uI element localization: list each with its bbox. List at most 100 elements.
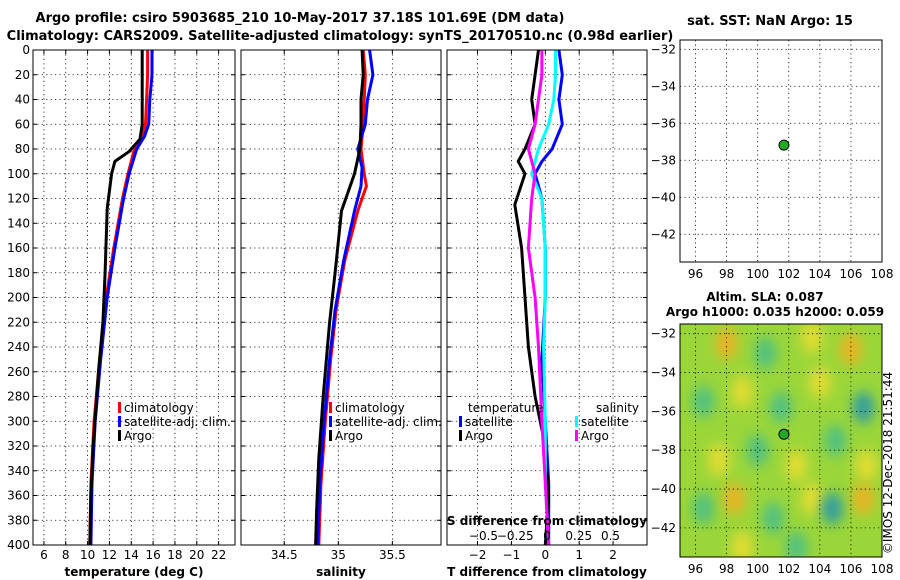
- sla-anomaly-11: [785, 449, 808, 482]
- x-tick-label: 35.5: [379, 548, 406, 562]
- legend-label-0: climatology: [124, 401, 194, 415]
- sla-anomaly-13: [855, 449, 878, 482]
- y-tick-label: 140: [7, 216, 30, 230]
- sla-anomaly-10: [746, 434, 769, 467]
- legend-label-0: satellite: [465, 415, 513, 429]
- y-tick-label: −42: [651, 521, 676, 535]
- sla-anomaly-3: [839, 333, 862, 366]
- s-tick-label: 0.5: [601, 529, 620, 543]
- sla-field: [692, 324, 878, 557]
- x-tick-label: 0: [541, 548, 549, 562]
- y-tick-label: 400: [7, 538, 30, 552]
- legend-swatch-3: [575, 430, 578, 441]
- x-tick-label: 106: [839, 562, 862, 576]
- x-tick-label: 96: [688, 562, 703, 576]
- legend-label-3: Argo: [581, 429, 609, 443]
- y-tick-label: 80: [15, 142, 30, 156]
- difference-panel: −2 −1 0 1 2 T difference from climatology temp…: [446, 49, 648, 579]
- y-tick-label: −38: [651, 443, 676, 457]
- sla-title-line1: Altim. SLA: 0.087: [706, 290, 823, 304]
- plot-frame: [240, 49, 442, 546]
- legend-swatch-2: [118, 430, 121, 441]
- x-axis-label: temperature (deg C): [65, 565, 204, 579]
- y-tick-label: −40: [651, 482, 676, 496]
- series-line-2: [530, 50, 557, 546]
- x-tick-label: 22: [211, 548, 226, 562]
- legend-label-1: Argo: [465, 429, 493, 443]
- y-tick-label: 120: [7, 192, 30, 206]
- legend-swatch-0: [459, 416, 462, 427]
- sla-anomaly-19: [852, 482, 875, 515]
- legend-swatch-1: [459, 430, 462, 441]
- y-tick-label: 180: [7, 266, 30, 280]
- y-tick-label: −40: [651, 190, 676, 204]
- legend-swatch-1: [118, 416, 121, 427]
- y-tick-label: −34: [651, 366, 676, 380]
- y-tick-label: 280: [7, 390, 30, 404]
- y-tick-label: −36: [651, 404, 676, 418]
- sla-anomaly-8: [852, 391, 875, 424]
- x-tick-label: 34.5: [271, 548, 298, 562]
- series-line-1: [316, 49, 375, 546]
- legend-swatch-2: [575, 416, 578, 427]
- sla-map-panel: 96 98 100 102 104 106 108 −32 −34 −36 −38 −40 −42: [651, 323, 894, 576]
- argo-position-marker: [778, 428, 790, 440]
- s-tick-label: 0: [543, 529, 551, 543]
- s-axis-label: S difference from climatology: [447, 514, 647, 528]
- legend-swatch-0: [329, 402, 332, 413]
- sla-anomaly-6: [770, 391, 792, 424]
- y-tick-label: 0: [22, 43, 30, 57]
- sla-anomaly-18: [821, 492, 844, 525]
- y-tick-label: −34: [651, 79, 676, 93]
- sla-anomaly-1: [754, 337, 777, 370]
- sla-anomaly-15: [723, 482, 746, 515]
- y-tick-label: −32: [651, 327, 676, 341]
- sla-anomaly-17: [801, 482, 824, 515]
- plot-frame: [32, 49, 236, 546]
- x-tick-label: 98: [719, 562, 734, 576]
- series-line-2: [314, 49, 365, 546]
- y-tick-label: 220: [7, 315, 30, 329]
- temperature-panel: 6 8 10 12 14 16 18 20 22 temperature (deg C) 0 20 40…: [7, 43, 236, 579]
- sla-anomaly-12: [824, 424, 847, 457]
- legend-swatch-2: [329, 430, 332, 441]
- x-tick-label: 106: [839, 267, 862, 281]
- x-tick-label: 16: [145, 548, 160, 562]
- y-tick-label: 260: [7, 365, 30, 379]
- figure-title-line1: Argo profile: csiro 5903685_210 10-May-2…: [36, 11, 565, 26]
- legend-label-0: climatology: [335, 401, 405, 415]
- x-tick-label: 102: [777, 562, 800, 576]
- y-tick-label: 240: [7, 340, 30, 354]
- sla-anomaly-5: [731, 375, 754, 408]
- x-tick-label: 12: [102, 548, 117, 562]
- figure-title-line2: Climatology: CARS2009. Satellite-adjuste…: [7, 29, 674, 44]
- plot-frame: [446, 49, 648, 546]
- legend-label-2: Argo: [124, 429, 152, 443]
- y-tick-label: 60: [15, 117, 30, 131]
- y-tick-label: 200: [7, 291, 30, 305]
- y-tick-label: 360: [7, 489, 30, 503]
- y-tick-label: 320: [7, 439, 30, 453]
- y-tick-label: −38: [651, 153, 676, 167]
- x-axis-label: salinity: [316, 565, 366, 579]
- credit-stamp: ©IMOS 12-Dec-2018 21:51:44: [881, 372, 895, 554]
- legend-label-2: satellite: [581, 415, 629, 429]
- sla-anomaly-9: [707, 443, 730, 476]
- x-tick-label: 102: [777, 267, 800, 281]
- x-tick-label: 18: [167, 548, 182, 562]
- argo-position-marker: [778, 139, 790, 151]
- x-tick-label: 108: [871, 267, 894, 281]
- x-tick-label: 108: [871, 562, 894, 576]
- y-tick-label: 100: [7, 167, 30, 181]
- sla-anomaly-16: [762, 502, 785, 535]
- x-tick-label: 10: [80, 548, 95, 562]
- sla-anomaly-14: [692, 492, 715, 525]
- x-axis-label: T difference from climatology: [447, 565, 647, 579]
- sla-title-line2: Argo h1000: 0.035 h2000: 0.059: [666, 305, 884, 319]
- x-tick-label: 35: [331, 548, 346, 562]
- salinity-panel: 34.5 35 35.5 salinity climatologysatellite-a…: [240, 49, 442, 579]
- s-tick-label: −0.5: [469, 529, 498, 543]
- y-tick-label: 160: [7, 241, 30, 255]
- legend-salinity-title: salinity: [596, 401, 639, 415]
- series-line-2: [88, 50, 144, 546]
